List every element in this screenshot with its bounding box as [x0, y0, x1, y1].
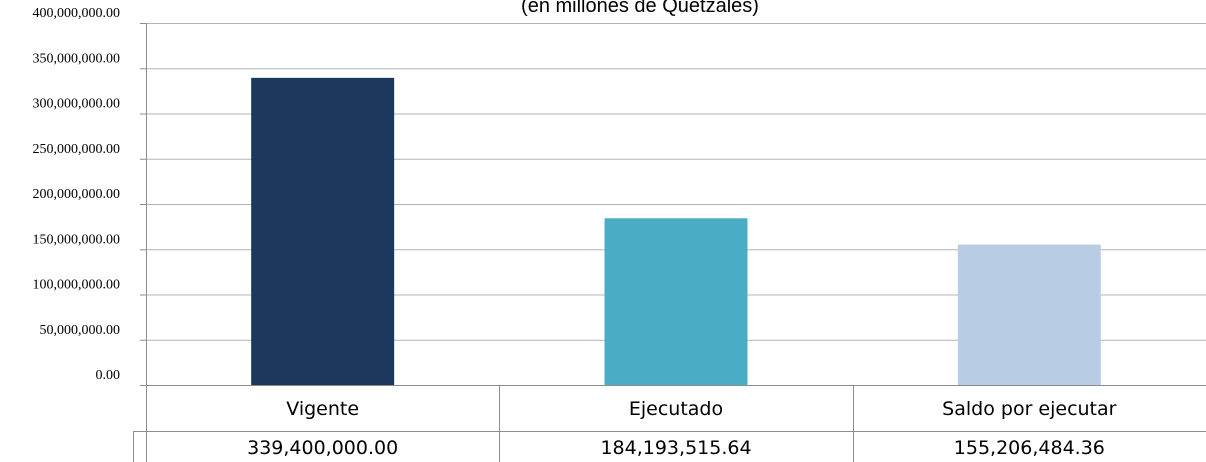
y-tick-label: 300,000,000.00: [33, 97, 121, 112]
y-axis: 0.00 50,000,000.00 100,000,000.00 150,000,0…: [33, 6, 147, 462]
category-label: Saldo por ejecutar: [942, 398, 1116, 420]
value-label: 155,206,484.36: [954, 437, 1105, 459]
category-label: Vigente: [286, 398, 359, 420]
y-tick-label: 400,000,000.00: [33, 6, 121, 21]
bar-vigente: [251, 77, 395, 385]
y-tick-label: 150,000,000.00: [33, 232, 121, 247]
value-label: 184,193,515.64: [600, 437, 751, 459]
bar-saldo-por-ejecutar: [957, 244, 1101, 385]
chart-title: (en millones de Quetzales): [521, 0, 759, 17]
y-tick-label: 350,000,000.00: [33, 51, 121, 66]
y-tick-label: 50,000,000.00: [40, 323, 121, 338]
category-label: Ejecutado: [629, 398, 723, 420]
y-tick-label: 0.00: [96, 368, 121, 383]
y-tick-label: 200,000,000.00: [33, 187, 121, 202]
data-table: Vigente 339,400,000.00 Ejecutado 184,193,51…: [133, 385, 1206, 462]
y-tick-label: 100,000,000.00: [33, 278, 121, 293]
value-label: 339,400,000.00: [247, 437, 398, 459]
bar-ejecutado: [604, 218, 748, 385]
bars: [251, 77, 1101, 385]
y-tick-label: 250,000,000.00: [33, 142, 121, 157]
